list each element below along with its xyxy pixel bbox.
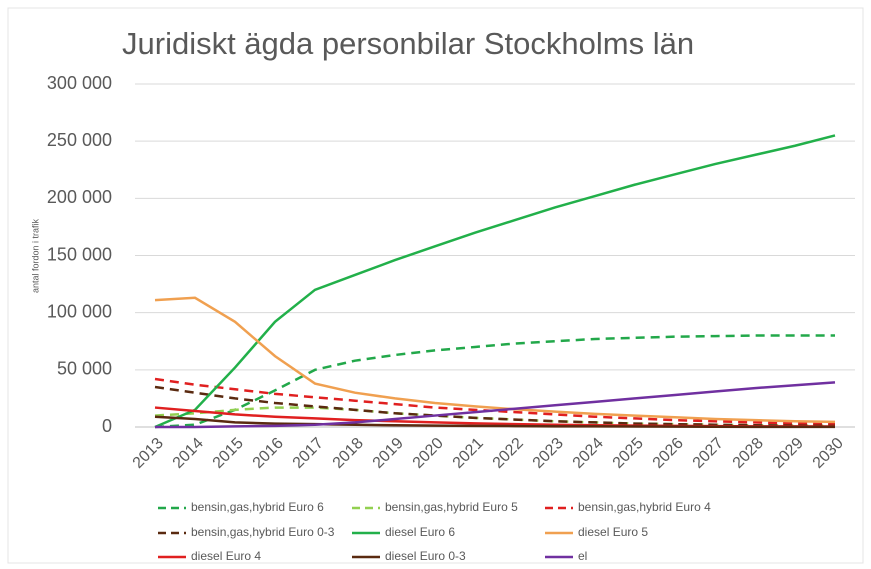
legend-label: bensin,gas,hybrid Euro 5 (385, 500, 518, 514)
y-tick-label: 100 000 (47, 301, 112, 321)
legend-label: bensin,gas,hybrid Euro 4 (578, 500, 711, 514)
series-line (155, 381, 836, 429)
y-tick-label: 50 000 (57, 359, 112, 379)
chart-title: Juridiskt ägda personbilar Stockholms lä… (122, 26, 694, 61)
series-line (154, 134, 836, 429)
series-line (154, 406, 836, 428)
legend-label: el (578, 549, 587, 563)
legend-label: diesel Euro 4 (191, 549, 261, 563)
legend-label: bensin,gas,hybrid Euro 0-3 (191, 525, 335, 539)
y-tick-label: 150 000 (47, 244, 112, 264)
series-line (154, 415, 835, 429)
legend-label: diesel Euro 5 (578, 525, 648, 539)
legend-label: diesel Euro 0-3 (385, 549, 466, 563)
legend-label: diesel Euro 6 (385, 525, 455, 539)
y-axis-label: antal fordon i trafik (30, 218, 40, 293)
series-line (154, 296, 836, 424)
y-tick-label: 200 000 (47, 187, 112, 207)
y-tick-label: 250 000 (47, 130, 112, 150)
y-tick-label: 0 (102, 416, 112, 436)
chart-frame (7, 7, 864, 564)
y-tick-label: 300 000 (47, 73, 112, 93)
legend-label: bensin,gas,hybrid Euro 6 (191, 500, 324, 514)
